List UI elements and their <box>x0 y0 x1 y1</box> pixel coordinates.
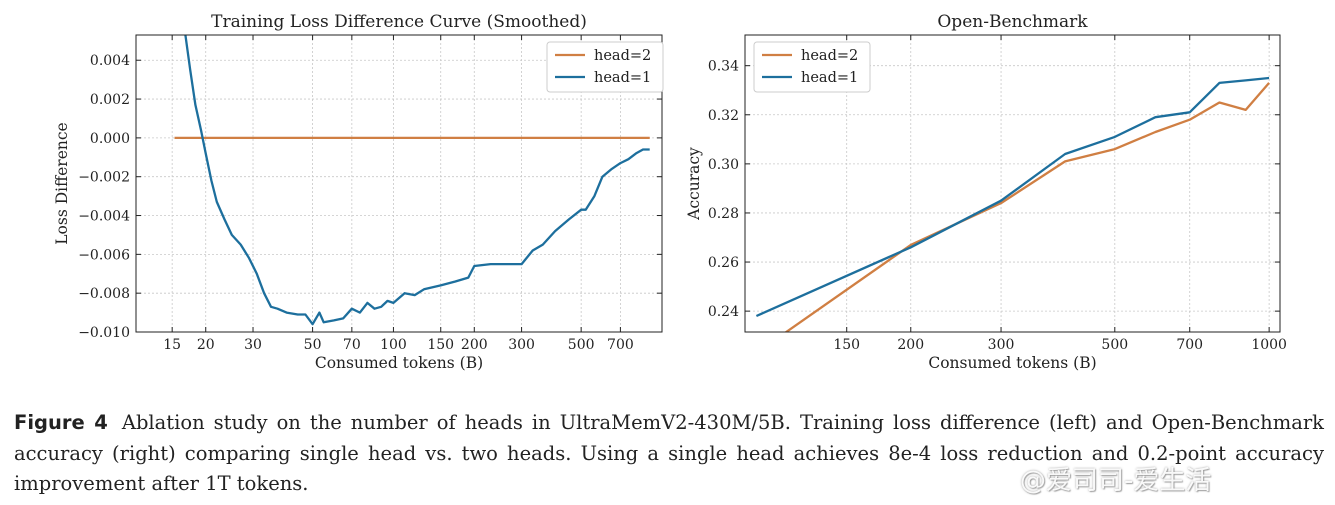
y-tick-label: −0.010 <box>78 325 130 341</box>
plot-frame <box>135 34 663 333</box>
x-tick-label: 700 <box>607 337 634 353</box>
open-benchmark-chart: 150 200 300 500 700 1000 0.24 0.26 0.28 0.30 0.32 0… <box>685 12 1287 372</box>
chart-title: Training Loss Difference Curve (Smoothed… <box>211 12 587 32</box>
series-line-head-1 <box>184 35 650 326</box>
legend-label: head=1 <box>594 70 651 86</box>
y-axis-label: Accuracy <box>685 147 703 221</box>
y-tick-label: 0.34 <box>708 59 739 75</box>
figure-caption-label: Figure 4 <box>14 411 108 434</box>
y-tick-label: 0.24 <box>708 304 739 320</box>
y-tick-label: 0.26 <box>708 255 739 271</box>
x-tick-label: 150 <box>427 337 454 353</box>
series-line-head-1 <box>755 76 1270 318</box>
y-tick-label: −0.002 <box>78 170 130 186</box>
x-tick-label: 200 <box>897 337 924 353</box>
chart-title: Open-Benchmark <box>937 12 1088 32</box>
y-axis-label: Loss Difference <box>53 122 71 244</box>
x-tick-label: 200 <box>461 337 488 353</box>
legend-label: head=1 <box>801 70 858 86</box>
legend-label: head=2 <box>801 48 858 64</box>
plot-frame <box>744 34 1281 333</box>
legend-label: head=2 <box>594 48 651 64</box>
y-tick-label: 0.002 <box>90 92 130 108</box>
y-tick-label: 0.004 <box>90 53 130 69</box>
y-tick-label: 0.32 <box>708 108 739 124</box>
x-tick-label: 70 <box>343 337 361 353</box>
y-tick-label: −0.006 <box>78 247 130 263</box>
series-line-head-2 <box>784 82 1270 332</box>
figure-caption-text: Ablation study on the number of heads in… <box>14 411 1325 495</box>
x-tick-label: 100 <box>380 337 407 353</box>
x-tick-label: 15 <box>163 337 181 353</box>
y-tick-label: 0.000 <box>90 131 130 147</box>
y-tick-label: −0.008 <box>78 286 130 302</box>
x-tick-label: 300 <box>988 337 1015 353</box>
x-tick-label: 700 <box>1176 337 1203 353</box>
y-tick-label: −0.004 <box>78 209 130 225</box>
x-axis-label: Consumed tokens (B) <box>928 354 1096 372</box>
x-axis-label: Consumed tokens (B) <box>315 354 483 372</box>
y-tick-label: 0.28 <box>708 206 739 222</box>
x-tick-label: 500 <box>568 337 595 353</box>
x-tick-label: 500 <box>1101 337 1128 353</box>
x-tick-label: 30 <box>244 337 262 353</box>
x-tick-label: 150 <box>833 337 860 353</box>
y-tick-label: 0.30 <box>708 157 739 173</box>
x-tick-label: 20 <box>197 337 215 353</box>
loss-difference-chart: 15 20 30 50 70 100 150 200 300 500 700 0.004 0.002 0.… <box>53 12 664 372</box>
watermark: @爱司司-爱生活 <box>1020 466 1212 496</box>
figure-canvas: 15 20 30 50 70 100 150 200 300 500 700 0.004 0.002 0.… <box>53 12 1287 372</box>
x-tick-label: 1000 <box>1251 337 1287 353</box>
x-tick-label: 300 <box>508 337 535 353</box>
x-tick-label: 50 <box>304 337 322 353</box>
figure-caption: Figure 4 Ablation study on the number of … <box>14 408 1324 500</box>
